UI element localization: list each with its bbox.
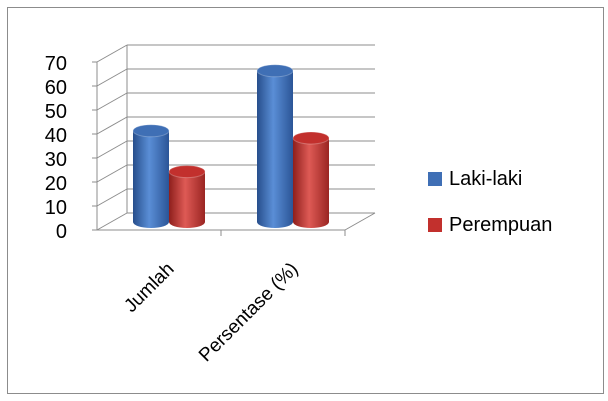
legend-swatch — [428, 218, 442, 232]
floor-right-edge — [344, 212, 376, 231]
bar-body — [293, 138, 329, 228]
gridline-side — [96, 164, 128, 183]
legend-label: Perempuan — [449, 214, 552, 236]
gridline-side — [96, 140, 128, 159]
legend-label: Laki-laki — [449, 168, 522, 190]
gridline-side — [96, 68, 128, 87]
y-tick-label: 0 — [56, 221, 67, 243]
gridline-side — [96, 212, 128, 231]
y-tick-label: 40 — [45, 125, 67, 147]
y-tick-label: 20 — [45, 173, 67, 195]
legend-swatch — [428, 172, 442, 186]
y-tick-label: 60 — [45, 77, 67, 99]
bar-top — [292, 131, 330, 145]
bar-top — [168, 165, 206, 179]
legend: Laki-laki Perempuan — [428, 168, 552, 236]
bar-0-1 — [168, 165, 206, 228]
bar-top — [132, 124, 170, 138]
bar-body — [133, 130, 169, 228]
gridline-side — [96, 92, 128, 111]
bar-0-0 — [132, 124, 170, 228]
y-tick-label: 10 — [45, 197, 67, 219]
gridline-side — [96, 116, 128, 135]
bar-body — [169, 171, 205, 228]
bar-1-1 — [292, 131, 330, 228]
y-tick-label: 70 — [45, 53, 67, 75]
bars — [132, 64, 330, 228]
y-tick-label: 30 — [45, 149, 67, 171]
bar-top — [256, 64, 294, 78]
bar-body — [257, 70, 293, 228]
gridline-side — [96, 188, 128, 207]
gridline-side — [96, 44, 128, 63]
bar-1-0 — [256, 64, 294, 228]
y-tick-label: 50 — [45, 101, 67, 123]
